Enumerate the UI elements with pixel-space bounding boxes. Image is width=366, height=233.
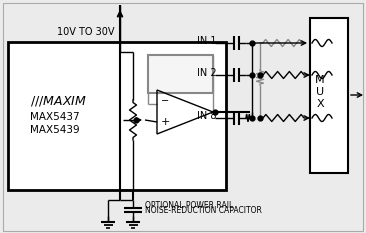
- Text: X: X: [316, 99, 324, 109]
- Text: M: M: [315, 75, 325, 85]
- Text: NOISE-REDUCTION CAPACITOR: NOISE-REDUCTION CAPACITOR: [145, 206, 262, 215]
- Text: +: +: [161, 117, 171, 127]
- Text: 10V TO 30V: 10V TO 30V: [57, 27, 115, 37]
- Bar: [8, 42, 226, 190]
- Text: −: −: [161, 96, 169, 106]
- Text: IN 8: IN 8: [197, 111, 217, 121]
- Text: $\mathit{\!\!///\!\!/ MAXIM}$: $\mathit{\!\!///\!\!/ MAXIM}$: [30, 95, 87, 109]
- Text: IN 1: IN 1: [197, 36, 217, 46]
- Text: MAX5437: MAX5437: [30, 112, 80, 122]
- Bar: [310, 18, 348, 173]
- Text: MAX5439: MAX5439: [30, 125, 80, 135]
- Bar: [148, 55, 213, 93]
- Text: OPTIONAL POWER RAIL: OPTIONAL POWER RAIL: [145, 201, 233, 210]
- Text: IN 2: IN 2: [197, 68, 217, 78]
- Text: U: U: [316, 87, 324, 97]
